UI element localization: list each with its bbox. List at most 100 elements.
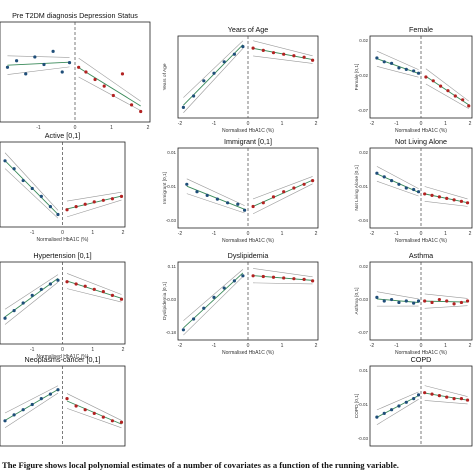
x-tick-label: -1 bbox=[212, 121, 217, 127]
y-tick-label: 0.11 bbox=[168, 264, 177, 269]
data-point bbox=[241, 45, 245, 49]
data-point bbox=[202, 79, 206, 83]
ci-upper bbox=[66, 273, 122, 295]
data-point bbox=[423, 391, 427, 395]
data-point bbox=[33, 55, 37, 59]
data-point bbox=[375, 295, 379, 299]
data-point bbox=[390, 179, 394, 183]
data-point bbox=[445, 196, 449, 200]
data-point bbox=[404, 400, 408, 404]
data-point bbox=[21, 301, 25, 305]
data-point bbox=[261, 201, 265, 205]
x-tick-label: -1 bbox=[212, 231, 217, 237]
data-point bbox=[243, 208, 247, 212]
x-tick-label: -2 bbox=[178, 343, 183, 349]
ci-lower bbox=[425, 83, 469, 109]
data-point bbox=[452, 302, 456, 306]
ci-upper bbox=[183, 40, 244, 98]
y-axis-label: Immigrant [0,1] bbox=[162, 172, 168, 204]
data-point bbox=[65, 208, 69, 212]
fit-line bbox=[7, 61, 70, 66]
data-point bbox=[311, 58, 315, 62]
y-tick-label: -0.04 bbox=[358, 218, 369, 223]
x-tick-label: -1 bbox=[36, 125, 41, 131]
ci-lower bbox=[424, 200, 468, 207]
panel-title: Neoplasms-cancer [0,1] bbox=[25, 355, 101, 364]
data-point bbox=[119, 420, 124, 424]
data-point bbox=[445, 299, 449, 303]
x-axis-label: Normalised HbA1C (%) bbox=[222, 238, 274, 244]
data-point bbox=[92, 287, 96, 291]
y-tick-label: -0.01 bbox=[358, 402, 369, 407]
data-point bbox=[12, 309, 16, 313]
data-point bbox=[412, 301, 416, 305]
y-tick-label: -0.07 bbox=[358, 330, 369, 335]
data-point bbox=[212, 295, 216, 299]
data-point bbox=[65, 397, 69, 401]
data-point bbox=[5, 65, 10, 69]
ci-lower bbox=[252, 183, 313, 215]
data-point bbox=[84, 70, 88, 74]
x-tick-label: 1 bbox=[444, 121, 447, 127]
x-tick-label: 2 bbox=[122, 230, 125, 236]
data-point bbox=[110, 293, 115, 297]
x-tick-label: -2 bbox=[370, 343, 375, 349]
x-tick-label: 0 bbox=[247, 343, 250, 349]
data-point bbox=[30, 293, 34, 297]
data-point bbox=[181, 105, 185, 109]
data-point bbox=[261, 48, 265, 53]
data-point bbox=[439, 84, 443, 88]
data-point bbox=[205, 193, 209, 197]
x-tick-label: 2 bbox=[469, 343, 472, 349]
data-point bbox=[24, 72, 28, 76]
x-tick-label: 1 bbox=[444, 231, 447, 237]
data-point bbox=[437, 394, 441, 398]
data-point bbox=[251, 274, 255, 278]
ci-lower bbox=[253, 282, 313, 285]
data-point bbox=[3, 316, 7, 320]
x-tick-label: -2 bbox=[178, 231, 183, 237]
x-tick-label: 0 bbox=[74, 125, 77, 131]
x-tick-label: 0 bbox=[420, 121, 423, 127]
data-point bbox=[271, 195, 276, 199]
y-tick-label: -0.03 bbox=[166, 297, 177, 302]
y-tick-label: -0.02 bbox=[358, 73, 369, 78]
panel-title: Asthma bbox=[409, 251, 433, 260]
data-point bbox=[311, 279, 315, 283]
data-point bbox=[271, 275, 276, 279]
data-point bbox=[282, 276, 286, 280]
data-point bbox=[192, 317, 196, 321]
data-point bbox=[251, 204, 255, 209]
data-point bbox=[452, 198, 456, 202]
chart-panel: Asthma -2 -1 0 1 2 0.02 -0.03 -0.07 Normalised Hb… bbox=[354, 251, 473, 356]
x-tick-label: 2 bbox=[315, 231, 318, 237]
x-tick-label: -1 bbox=[30, 347, 35, 353]
x-tick-label: 2 bbox=[315, 121, 318, 127]
ci-upper bbox=[252, 176, 313, 200]
y-tick-label: -0.03 bbox=[166, 218, 177, 223]
data-point bbox=[93, 77, 97, 82]
data-point bbox=[446, 89, 450, 93]
x-axis-label: Normalised HbA1C (%) bbox=[395, 128, 447, 134]
x-tick-label: 1 bbox=[281, 343, 284, 349]
data-point bbox=[212, 71, 216, 75]
data-point bbox=[430, 300, 434, 305]
ci-upper bbox=[4, 274, 59, 310]
panel-title: Immigrant [0,1] bbox=[224, 137, 272, 146]
data-point bbox=[431, 79, 435, 83]
panel-title: Not Living Alone bbox=[395, 137, 447, 146]
ci-lower bbox=[183, 48, 244, 113]
panel-title: Active [0,1] bbox=[45, 131, 81, 140]
data-point bbox=[21, 178, 25, 183]
x-tick-label: -2 bbox=[370, 121, 375, 127]
ci-lower bbox=[253, 55, 313, 64]
data-point bbox=[282, 52, 286, 56]
x-tick-label: -1 bbox=[394, 343, 399, 349]
data-point bbox=[375, 171, 379, 175]
y-tick-label: 0.01 bbox=[167, 150, 176, 155]
data-point bbox=[404, 186, 408, 190]
data-point bbox=[302, 277, 306, 281]
data-point bbox=[74, 282, 78, 286]
x-axis-label: Normalised HbA1C (%) bbox=[222, 128, 274, 134]
